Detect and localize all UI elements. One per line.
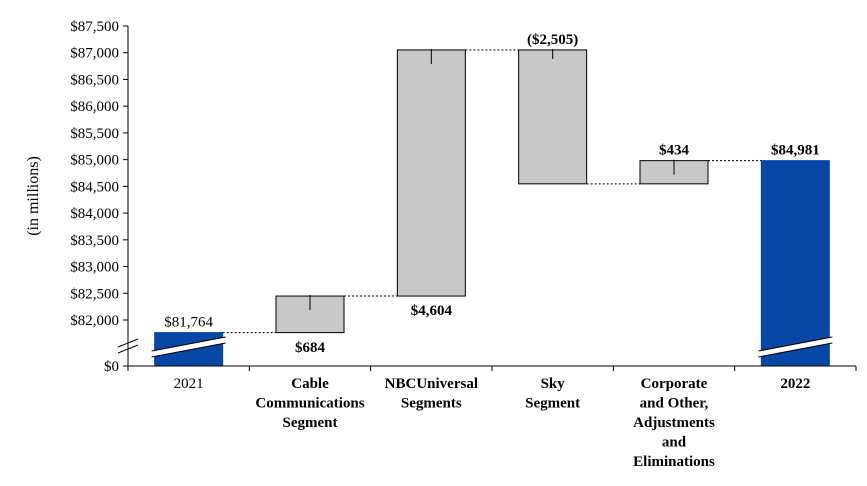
bar-break-line [151, 336, 226, 352]
y-tick-label: $83,000 [70, 260, 119, 276]
category-label-line: and [662, 435, 687, 451]
bar-delta [518, 49, 588, 185]
y-tick-label: $82,000 [70, 313, 119, 329]
category-label: 2021 [174, 376, 204, 392]
data-label: ($2,505) [527, 32, 578, 48]
y-tick-label: $86,000 [70, 99, 119, 115]
bar-delta [396, 49, 466, 297]
category-labels-group: 2021 Cable Communications Segment NBCUnivers… [174, 376, 811, 470]
category-label-line: Adjustments [633, 415, 715, 431]
category-label-line: Segments [401, 396, 462, 412]
axis-break-mark [117, 338, 139, 348]
y-tick-label: $87,000 [70, 46, 119, 62]
category-label: Cable Communications Segment [255, 376, 364, 431]
y-tick-label: $0 [104, 359, 119, 375]
data-label: $4,604 [411, 303, 453, 319]
category-label-line: Communications [255, 396, 364, 412]
y-axis-label: (in millions) [25, 156, 42, 236]
y-tick-label: $87,500 [70, 19, 119, 35]
category-label: NBCUniversal Segments [385, 376, 478, 412]
category-label-line: Sky [541, 376, 566, 392]
category-label: 2022 [780, 376, 810, 392]
y-tick-label: $84,500 [70, 179, 119, 195]
connectors-group [222, 49, 762, 334]
data-labels-group: $81,764 $684 $4,604 ($2,505) $434 $84,981 [164, 32, 819, 356]
category-label-line: NBCUniversal [385, 376, 478, 392]
bar-total [760, 160, 830, 367]
bar-break-band [151, 337, 226, 357]
y-tick-label: $83,500 [70, 233, 119, 249]
category-label-line: and Other, [640, 396, 709, 412]
y-tick-label: $85,500 [70, 126, 119, 142]
y-tick-label: $82,500 [70, 286, 119, 302]
axis-break-mark [117, 344, 139, 354]
category-label: Corporate and Other, Adjustments and Elimina… [633, 376, 715, 470]
data-label: $81,764 [164, 315, 213, 331]
y-tick-label: $84,000 [70, 206, 119, 222]
category-label-line: 2022 [780, 376, 810, 392]
category-label-line: Eliminations [633, 454, 715, 470]
bar-break-line [151, 342, 226, 358]
y-tick-label: $85,000 [70, 153, 119, 169]
category-label: Sky Segment [525, 376, 580, 412]
bar-break-band [758, 337, 833, 357]
data-label: $684 [295, 340, 326, 356]
bar-break-line [758, 336, 833, 352]
bars-group [151, 48, 833, 367]
data-label: $434 [659, 143, 690, 159]
y-tick-label: $86,500 [70, 72, 119, 88]
category-label-line: Cable [291, 376, 329, 392]
data-label: $84,981 [771, 143, 820, 159]
category-label-line: Corporate [641, 376, 708, 392]
axes-group: $0 $82,000 $82,500 $83,000 $83,500 $84,000 $84… [70, 19, 857, 375]
category-label-line: Segment [283, 415, 338, 431]
bar-break-line [758, 342, 833, 358]
category-label-line: Segment [525, 396, 580, 412]
category-label-line: 2021 [174, 376, 204, 392]
